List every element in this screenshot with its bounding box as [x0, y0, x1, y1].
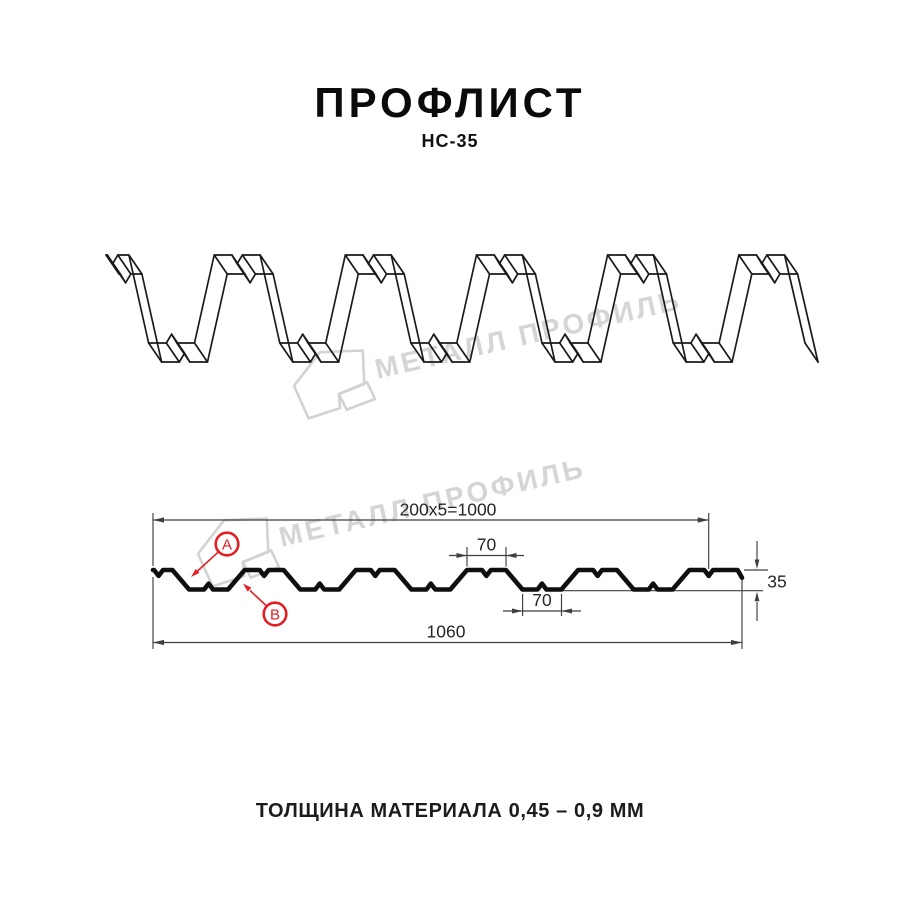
profiled-sheet-3d — [105, 254, 819, 363]
dimension-working-width: 200x5=1000 — [152, 500, 710, 569]
sheet-near-edge — [105, 254, 806, 344]
dim-height-label: 35 — [767, 572, 786, 592]
watermark-lower: МЕТАЛЛ ПРОФИЛЬ — [196, 452, 589, 588]
dimension-rib-bottom-width: 70 — [503, 590, 581, 616]
callout-face-b: B — [243, 583, 288, 627]
cross-section-diagram: МЕТАЛЛ ПРОФИЛЬ 200x5=1000 70 — [150, 452, 787, 649]
callout-a-label: A — [222, 537, 232, 554]
sheet-3d-drawing: МЕТАЛЛ ПРОФИЛЬ — [105, 254, 819, 420]
watermark-text: МЕТАЛЛ ПРОФИЛЬ — [372, 284, 685, 385]
dim-rib-top-label: 70 — [477, 535, 497, 555]
page-subtitle: НС-35 — [421, 131, 479, 151]
dim-rib-bottom-label: 70 — [532, 590, 552, 610]
dim-full-width-label: 1060 — [427, 622, 466, 642]
callout-face-a: A — [191, 531, 240, 577]
thickness-note: ТОЛЩИНА МАТЕРИАЛА 0,45 – 0,9 ММ — [255, 800, 645, 822]
dimension-rib-top-width: 70 — [449, 535, 524, 567]
watermark-upper: МЕТАЛЛ ПРОФИЛЬ — [292, 284, 685, 420]
page-title: ПРОФЛИСТ — [314, 79, 586, 126]
cross-section-profile — [150, 567, 745, 592]
dimension-full-width: 1060 — [152, 577, 743, 649]
dimension-height: 35 — [561, 541, 787, 621]
dim-working-width-label: 200x5=1000 — [400, 500, 497, 520]
callout-b-label: B — [270, 607, 280, 624]
metall-profil-logo-icon — [292, 349, 377, 420]
